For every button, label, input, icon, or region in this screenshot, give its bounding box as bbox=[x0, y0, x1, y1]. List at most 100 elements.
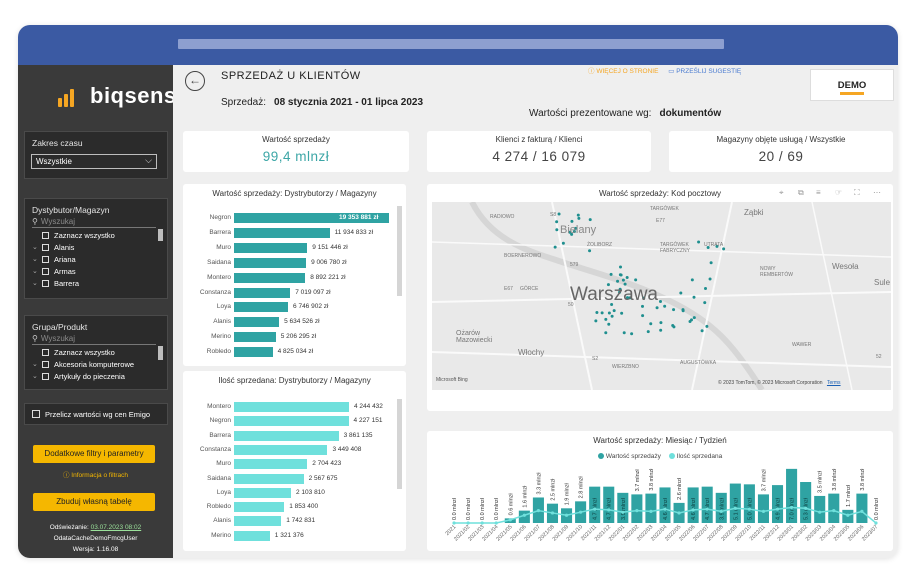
map-point[interactable] bbox=[618, 290, 622, 294]
expand-icon[interactable]: ⌄ bbox=[32, 361, 38, 368]
quantity-point[interactable] bbox=[818, 510, 822, 514]
quantity-point[interactable] bbox=[747, 507, 751, 511]
time-range-dropdown[interactable]: Wszystkie ⌵ bbox=[31, 154, 157, 169]
bar[interactable] bbox=[234, 257, 307, 268]
column-bar[interactable] bbox=[814, 495, 826, 523]
bar[interactable] bbox=[234, 444, 328, 455]
bar[interactable] bbox=[234, 473, 304, 484]
column-bar[interactable] bbox=[757, 494, 769, 523]
quantity-point[interactable] bbox=[691, 508, 695, 512]
quantity-point[interactable] bbox=[536, 509, 541, 513]
map-point[interactable] bbox=[610, 314, 614, 318]
list-item[interactable]: ⌄ Armas bbox=[32, 265, 162, 277]
bar[interactable] bbox=[234, 242, 308, 253]
map-point[interactable] bbox=[588, 218, 592, 222]
checkbox[interactable] bbox=[42, 372, 49, 380]
bar[interactable] bbox=[234, 402, 349, 412]
map-point[interactable] bbox=[715, 244, 719, 248]
quantity-point[interactable] bbox=[452, 521, 456, 525]
map-point[interactable] bbox=[609, 272, 613, 276]
pointer-icon[interactable]: ☞ bbox=[835, 188, 843, 197]
map-point[interactable] bbox=[618, 287, 622, 291]
expand-icon[interactable]: ⌄ bbox=[32, 256, 38, 263]
map-point[interactable] bbox=[700, 329, 704, 333]
map-point[interactable] bbox=[595, 311, 599, 315]
scrollbar[interactable] bbox=[397, 206, 402, 296]
map-point[interactable] bbox=[641, 314, 645, 318]
map-point[interactable] bbox=[572, 229, 576, 233]
quantity-point[interactable] bbox=[761, 509, 766, 513]
map-point[interactable] bbox=[621, 278, 625, 282]
legend-item[interactable]: Wartość sprzedaży bbox=[597, 453, 661, 460]
map-point[interactable] bbox=[659, 328, 663, 332]
bar[interactable] bbox=[234, 213, 389, 223]
map-point[interactable] bbox=[663, 304, 667, 308]
map-point[interactable] bbox=[697, 240, 701, 244]
list-item[interactable]: ⌄ Barrera bbox=[32, 277, 162, 289]
bar[interactable] bbox=[234, 487, 291, 498]
send-suggestion-link[interactable]: ▭ PRZEŚLIJ SUGESTIĘ bbox=[668, 68, 741, 75]
map-point[interactable] bbox=[604, 331, 608, 335]
map-point[interactable] bbox=[607, 322, 611, 326]
quantity-point[interactable] bbox=[508, 518, 512, 522]
map-point[interactable] bbox=[577, 216, 581, 220]
column-bar[interactable] bbox=[786, 468, 798, 523]
column-bar[interactable] bbox=[800, 482, 812, 523]
quantity-point[interactable] bbox=[607, 508, 611, 512]
checkbox[interactable] bbox=[42, 348, 49, 356]
map-point[interactable] bbox=[672, 308, 676, 312]
map-point[interactable] bbox=[619, 265, 623, 269]
map-point[interactable] bbox=[625, 296, 629, 300]
checkbox[interactable] bbox=[32, 410, 40, 418]
map-point[interactable] bbox=[576, 213, 580, 217]
checkbox[interactable] bbox=[42, 255, 49, 263]
map-point[interactable] bbox=[570, 219, 574, 223]
bar[interactable] bbox=[234, 272, 306, 283]
quantity-point[interactable] bbox=[874, 521, 878, 525]
quantity-point[interactable] bbox=[621, 510, 625, 514]
column-bar[interactable] bbox=[645, 493, 657, 523]
map-point[interactable] bbox=[557, 212, 561, 216]
checkbox[interactable] bbox=[42, 243, 49, 251]
map-point[interactable] bbox=[555, 228, 559, 232]
map-point[interactable] bbox=[692, 295, 696, 299]
map-point[interactable] bbox=[620, 311, 624, 315]
map-point[interactable] bbox=[649, 322, 653, 326]
map-point[interactable] bbox=[646, 330, 650, 334]
scrollbar[interactable] bbox=[158, 346, 163, 360]
map-point[interactable] bbox=[619, 273, 623, 277]
map-point[interactable] bbox=[588, 249, 592, 253]
column-bar[interactable] bbox=[589, 486, 601, 523]
column-bar[interactable] bbox=[659, 487, 671, 523]
bar[interactable] bbox=[234, 516, 282, 527]
map-point[interactable] bbox=[594, 319, 598, 323]
quantity-point[interactable] bbox=[494, 521, 498, 525]
column-bar[interactable] bbox=[687, 487, 699, 523]
quantity-point[interactable] bbox=[635, 509, 639, 513]
map-point[interactable] bbox=[689, 318, 693, 322]
quantity-point[interactable] bbox=[593, 507, 597, 511]
quantity-point[interactable] bbox=[480, 521, 484, 525]
map-point[interactable] bbox=[672, 325, 676, 329]
map-point[interactable] bbox=[604, 317, 608, 321]
map-point[interactable] bbox=[574, 226, 578, 230]
bar[interactable] bbox=[234, 302, 289, 313]
expand-icon[interactable]: ⌄ bbox=[32, 268, 38, 275]
map-canvas[interactable]: RADIOWO Bielany ŻOLIBORZ BOERNEROWO GÓRC… bbox=[432, 202, 891, 390]
map-point[interactable] bbox=[612, 309, 616, 313]
map-point[interactable] bbox=[705, 324, 709, 328]
build-table-button[interactable]: Zbuduj własną tabelę bbox=[33, 493, 155, 511]
expand-icon[interactable]: ⛶ bbox=[854, 188, 860, 197]
bar[interactable] bbox=[234, 502, 285, 513]
list-item[interactable]: Zaznacz wszystko bbox=[32, 229, 162, 241]
additional-filters-button[interactable]: Dodatkowe filtry i parametry bbox=[33, 445, 155, 463]
recalc-toggle[interactable]: Przelicz wartości wg cen Emigo bbox=[24, 403, 168, 425]
pin-icon[interactable]: ⌖ bbox=[779, 188, 784, 197]
bar[interactable] bbox=[234, 347, 273, 358]
filters-info-link[interactable]: ⓘ Informacja o filtrach bbox=[18, 469, 173, 479]
quantity-point[interactable] bbox=[649, 509, 653, 513]
expand-icon[interactable]: ⌄ bbox=[32, 280, 38, 287]
quantity-point[interactable] bbox=[579, 510, 583, 514]
legend-item[interactable]: Ilość sprzedana bbox=[668, 453, 722, 460]
bar[interactable] bbox=[234, 416, 349, 427]
